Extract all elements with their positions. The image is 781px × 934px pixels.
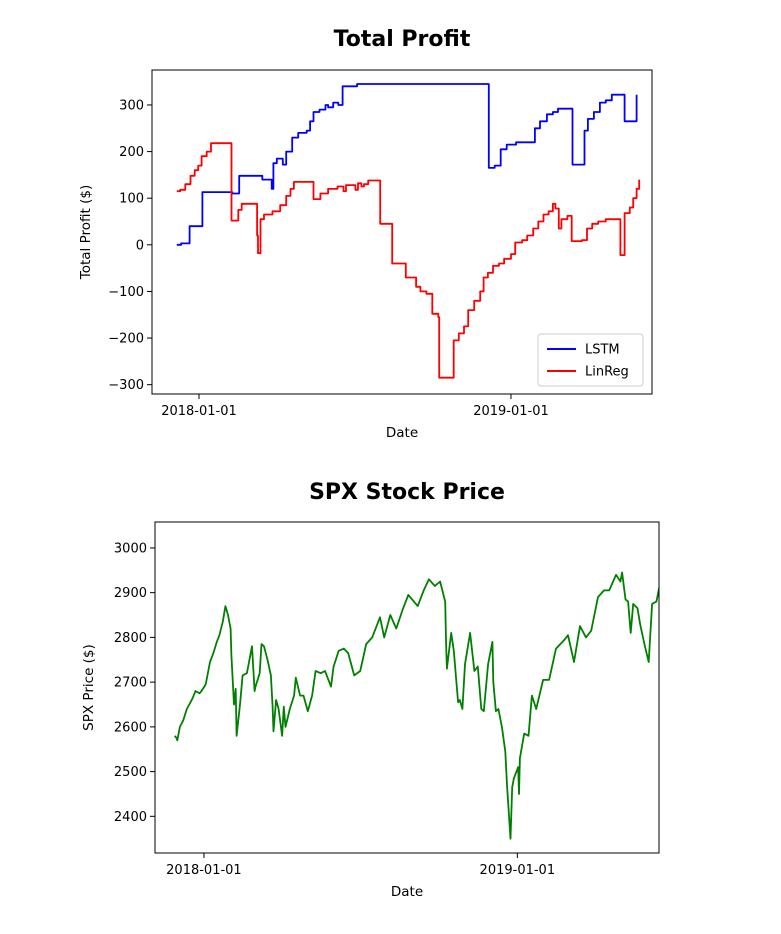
legend-box (537, 333, 644, 387)
spx-chart: SPX Stock Price 3000 2900 2800 2700 2600 2500 2… (81, 480, 660, 900)
profit-series-linreg-line (176, 142, 641, 379)
profit-legend: LSTM LinReg (537, 333, 644, 387)
spx-y-axis-label: SPX Price ($) (81, 644, 97, 731)
profit-x-axis-label: Date (386, 425, 418, 441)
profit-ytick-label: −200 (108, 332, 144, 347)
spx-axes-frame (154, 521, 660, 854)
profit-ytick-label: 200 (119, 145, 144, 160)
spx-ytick-label: 3000 (114, 541, 147, 556)
spx-chart-title: SPX Stock Price (309, 480, 505, 505)
profit-chart-title: Total Profit (334, 27, 471, 52)
spx-ytick-label: 2800 (114, 631, 147, 646)
profit-ytick-label: 100 (119, 192, 144, 207)
spx-xtick-label: 2019-01-01 (480, 863, 556, 878)
profit-xtick-label: 2018-01-01 (161, 404, 237, 419)
profit-xtick-label: 2019-01-01 (473, 404, 549, 419)
profit-ytick-label: 300 (119, 98, 144, 113)
profit-ytick-label: 0 (136, 238, 144, 253)
spx-x-axis-label: Date (391, 884, 423, 900)
spx-series-price-line (174, 571, 659, 840)
spx-xtick-label: 2018-01-01 (166, 863, 242, 878)
spx-ytick-label: 2600 (114, 720, 147, 735)
legend-label-linreg: LinReg (585, 365, 629, 380)
profit-ytick-label: −100 (108, 285, 144, 300)
profit-axes-frame (151, 69, 653, 395)
profit-series-lstm-line (176, 83, 638, 246)
spx-ytick-label: 2500 (114, 765, 147, 780)
profit-ytick-label: −300 (108, 378, 144, 393)
spx-ytick-label: 2700 (114, 676, 147, 691)
profit-chart: Total Profit 300 200 100 0 −100 −200 −300 2018-0… (78, 27, 653, 441)
spx-ytick-label: 2900 (114, 586, 147, 601)
profit-y-axis-label: Total Profit ($) (78, 185, 94, 280)
spx-ytick-label: 2400 (114, 810, 147, 825)
legend-label-lstm: LSTM (585, 343, 620, 358)
